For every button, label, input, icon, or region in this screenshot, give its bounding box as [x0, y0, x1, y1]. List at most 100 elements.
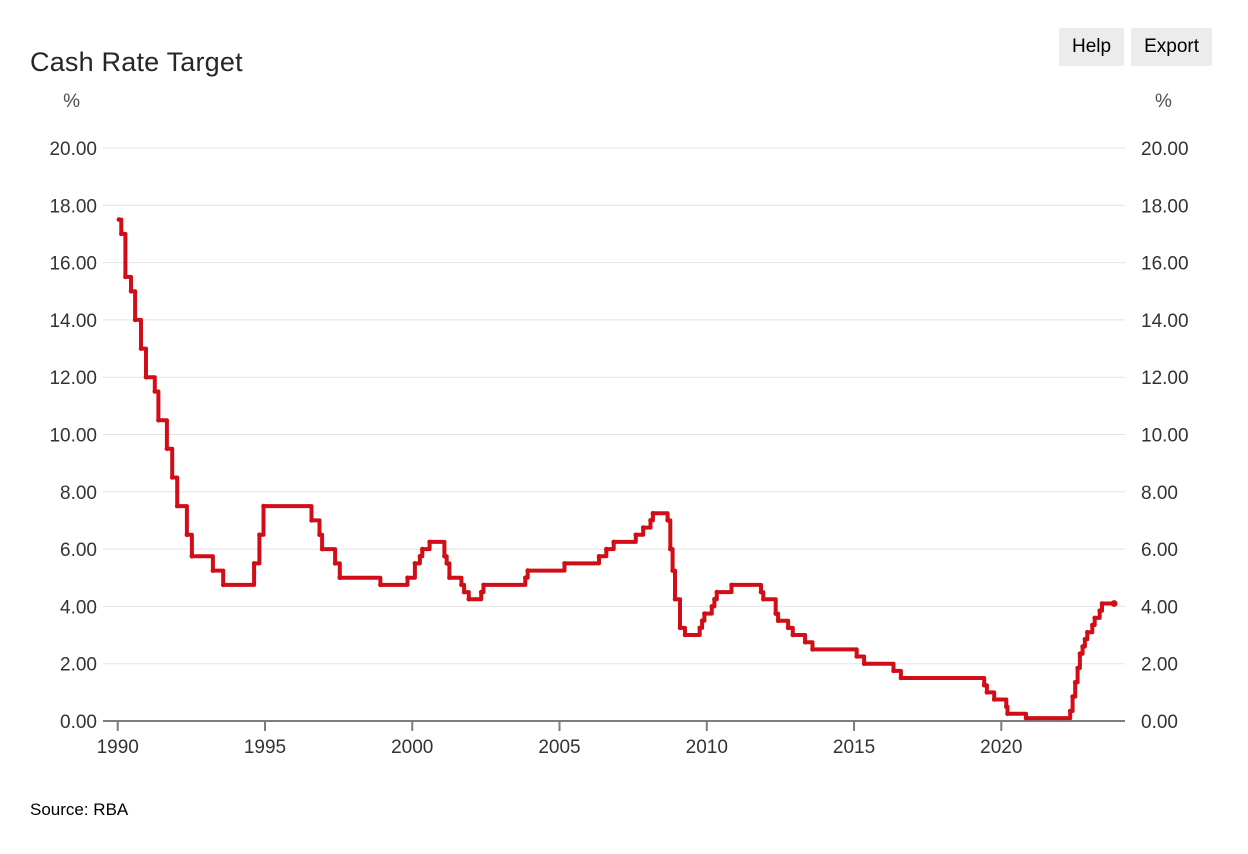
data-point-marker [775, 618, 781, 623]
data-point-marker [854, 654, 859, 659]
data-point-marker [702, 611, 707, 616]
y-axis-unit-left: % [63, 91, 80, 112]
data-point-marker [447, 575, 452, 581]
y-tick-label-right: 20.00 [1141, 139, 1189, 160]
data-point-marker [633, 532, 639, 538]
data-point-marker [309, 518, 314, 523]
data-point-marker [152, 389, 158, 394]
data-point-marker [991, 697, 997, 702]
y-tick-label-left: 12.00 [49, 368, 97, 389]
y-axis-unit-right: % [1155, 91, 1172, 112]
header-buttons: Help Export [1059, 28, 1212, 66]
y-tick-label-right: 16.00 [1141, 254, 1189, 275]
data-point-marker [670, 568, 675, 573]
data-point-marker [640, 525, 646, 530]
data-point-marker [156, 417, 161, 423]
data-point-marker [1080, 644, 1085, 649]
data-point-marker [378, 582, 383, 588]
data-point-marker [1077, 651, 1083, 656]
data-point-marker [123, 274, 128, 280]
y-tick-label-left: 2.00 [60, 655, 97, 676]
last-data-point-marker [1110, 600, 1118, 607]
data-point-marker [459, 582, 464, 588]
help-button[interactable]: Help [1059, 28, 1125, 66]
data-point-marker [189, 554, 195, 559]
data-point-marker [164, 446, 170, 452]
data-point-marker [1075, 665, 1080, 671]
data-point-marker [1092, 615, 1097, 621]
y-tick-label-right: 2.00 [1141, 655, 1178, 676]
data-point-marker [257, 532, 262, 538]
y-tick-label-left: 20.00 [49, 139, 97, 160]
data-point-marker [761, 596, 766, 602]
y-tick-label-right: 18.00 [1141, 196, 1189, 217]
y-tick-label-left: 16.00 [49, 254, 97, 275]
y-tick-label-left: 8.00 [60, 483, 97, 504]
data-point-marker [802, 639, 808, 645]
data-point-marker [337, 575, 343, 581]
data-point-marker [1099, 601, 1105, 606]
data-point-marker [1090, 622, 1095, 628]
data-point-marker [1085, 629, 1090, 635]
data-point-marker [210, 568, 216, 573]
data-point-marker [891, 668, 896, 674]
data-point-marker [417, 554, 423, 559]
data-point-marker [138, 346, 144, 351]
export-button[interactable]: Export [1131, 28, 1212, 66]
data-point-marker [1082, 637, 1088, 642]
data-point-marker [332, 561, 338, 566]
y-tick-label-right: 6.00 [1141, 540, 1178, 561]
data-point-marker [1005, 711, 1010, 717]
data-point-marker [523, 575, 528, 581]
data-point-marker [810, 647, 815, 652]
data-point-marker [466, 596, 472, 602]
data-point-marker [251, 561, 257, 566]
data-point-marker [116, 217, 122, 222]
x-tick-label: 2020 [980, 737, 1022, 758]
data-point-marker [677, 625, 683, 631]
x-tick-label: 2010 [686, 737, 728, 758]
data-point-marker [1072, 680, 1078, 685]
data-point-marker [478, 589, 484, 595]
y-tick-label-left: 10.00 [49, 426, 97, 447]
data-point-marker [562, 561, 567, 566]
y-tick-label-right: 0.00 [1141, 712, 1178, 733]
y-tick-label-left: 18.00 [49, 196, 97, 217]
data-point-marker [898, 675, 904, 681]
data-point-marker [1004, 704, 1009, 709]
data-point-marker [427, 539, 432, 545]
data-point-marker [714, 589, 720, 595]
data-point-marker [319, 546, 325, 552]
y-tick-label-left: 4.00 [60, 597, 97, 618]
data-point-marker [119, 231, 124, 237]
data-point-marker [596, 554, 602, 559]
data-point-marker [1070, 694, 1075, 699]
x-tick-label: 2005 [538, 737, 580, 758]
data-point-marker [1023, 715, 1029, 721]
data-point-marker [525, 568, 530, 573]
data-point-marker [672, 596, 678, 602]
source-note: Source: RBA [30, 800, 129, 819]
chart-canvas: % % 0.00 0.00 2.00 2.00 4.00 4.00 6.00 6.00 8.00… [49, 91, 1189, 758]
data-point-marker [444, 561, 450, 566]
data-point-marker [174, 503, 180, 509]
data-point-marker [790, 632, 796, 638]
y-tick-label-right: 10.00 [1141, 426, 1189, 447]
y-tick-label-left: 0.00 [60, 712, 97, 733]
data-point-marker [785, 625, 791, 631]
data-point-marker [648, 518, 653, 523]
data-point-marker [699, 618, 705, 623]
y-tick-label-right: 4.00 [1141, 597, 1178, 618]
data-point-marker [729, 582, 734, 588]
data-point-marker [481, 582, 486, 588]
data-point-marker [317, 532, 322, 538]
data-point-marker [697, 625, 702, 631]
data-point-marker [709, 604, 715, 609]
data-point-marker [682, 632, 688, 638]
x-tick-label: 1995 [244, 737, 286, 758]
data-point-marker [1097, 608, 1102, 613]
data-point-marker [604, 546, 609, 552]
data-point-marker [668, 546, 673, 552]
data-point-marker [184, 532, 190, 538]
